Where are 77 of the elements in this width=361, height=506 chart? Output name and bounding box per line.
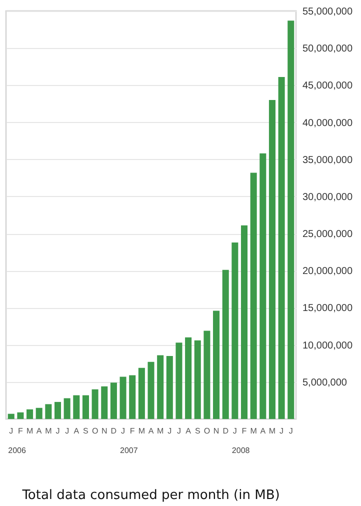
bar xyxy=(222,270,229,419)
bar xyxy=(17,412,24,419)
bar xyxy=(120,376,126,419)
x-tick-label: A xyxy=(36,426,42,436)
bar xyxy=(64,398,70,419)
x-tick-label: J xyxy=(176,426,181,436)
x-tick-label: N xyxy=(101,426,108,436)
x-tick-label: D xyxy=(110,426,117,436)
bar xyxy=(194,340,201,419)
y-tick-label: 30,000,000 xyxy=(302,192,353,203)
y-tick-label: 15,000,000 xyxy=(302,303,353,314)
bar xyxy=(240,225,248,419)
bar xyxy=(166,356,173,419)
bar xyxy=(176,342,182,419)
bar xyxy=(278,77,285,419)
bar xyxy=(268,100,276,419)
bar xyxy=(101,386,108,419)
x-tick-label: J xyxy=(121,426,126,436)
x-tick-label: J xyxy=(288,426,293,436)
bar xyxy=(54,402,62,419)
text: 2007 xyxy=(120,446,138,455)
x-tick-label: M xyxy=(156,426,164,436)
x-tick-label: F xyxy=(130,426,135,436)
x-tick-label: S xyxy=(194,426,200,436)
x-tick-label: F xyxy=(18,426,24,436)
x-tick-label: O xyxy=(92,426,98,436)
x-tick-label: M xyxy=(268,426,276,436)
x-tick-label: D xyxy=(222,426,229,436)
bar xyxy=(36,408,42,419)
bar xyxy=(260,153,266,419)
x-tick-label: M xyxy=(138,426,146,436)
x-tick-label: J xyxy=(56,426,60,436)
x-tick-label: S xyxy=(83,426,88,436)
bar xyxy=(138,368,145,419)
x-tick-label: J xyxy=(168,426,172,436)
bar xyxy=(288,20,294,419)
x-tick-label: J xyxy=(65,426,70,436)
x-tick-label: A xyxy=(186,426,192,436)
x-tick-label: J xyxy=(232,426,237,436)
text: 2006 xyxy=(8,446,26,455)
y-tick-label: 10,000,000 xyxy=(302,340,353,352)
x-tick-label: F xyxy=(242,426,247,436)
bar xyxy=(82,395,89,419)
x-tick-label: O xyxy=(204,426,210,436)
bar xyxy=(157,355,164,419)
y-tick-label: 55,000,000 xyxy=(302,6,353,18)
bar xyxy=(73,395,80,419)
bar xyxy=(204,330,210,419)
bar xyxy=(185,337,192,419)
bar xyxy=(8,414,14,419)
x-tick-label: M xyxy=(250,426,258,436)
y-tick-label: 45,000,000 xyxy=(302,80,353,92)
y-tick-label: 40,000,000 xyxy=(302,118,353,129)
bar xyxy=(110,382,117,419)
y-tick-label: 25,000,000 xyxy=(302,229,353,240)
x-tick-label: M xyxy=(26,426,34,436)
y-tick-label: 50,000,000 xyxy=(302,44,353,55)
x-tick-label: J xyxy=(280,426,284,436)
bar xyxy=(92,389,98,419)
x-tick-label: M xyxy=(45,426,52,436)
bar xyxy=(213,310,220,419)
y-tick-label: 20,000,000 xyxy=(302,266,353,278)
bar xyxy=(148,362,154,419)
x-tick-label: A xyxy=(148,426,154,436)
x-tick-label: N xyxy=(213,426,220,436)
bar xyxy=(250,172,257,419)
bar xyxy=(26,409,34,419)
y-tick-label: 35,000,000 xyxy=(302,154,353,166)
x-tick-label: J xyxy=(9,426,14,436)
x-tick-label: A xyxy=(74,426,80,436)
bar xyxy=(232,242,238,419)
bar xyxy=(45,404,52,419)
y-tick-label: 5,000,000 xyxy=(302,377,348,388)
bar xyxy=(129,375,136,419)
text: Total data consumed per month (in MB) xyxy=(21,488,280,503)
text: 2008 xyxy=(232,446,250,455)
x-tick-label: A xyxy=(260,426,266,436)
